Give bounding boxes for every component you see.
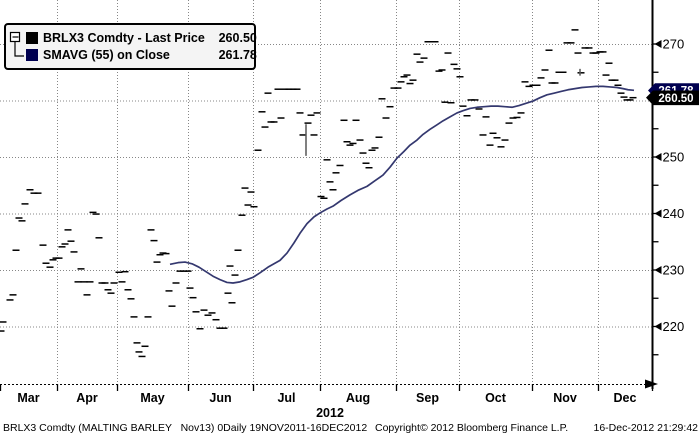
footer-copyright: Copyright© 2012 Bloomberg Finance L.P. (375, 422, 569, 434)
x-axis-month-label: Sep (416, 391, 439, 405)
legend-label: BRLX3 Comdty - Last Price (43, 31, 205, 45)
legend-row-smavg[interactable]: SMAVG (55) on Close 261.78 (26, 47, 257, 63)
y-axis-arrow-icon (654, 322, 662, 331)
y-axis-arrow-icon (654, 153, 662, 161)
legend-label: SMAVG (55) on Close (43, 48, 170, 62)
x-axis-month-label: May (140, 391, 164, 405)
footer-security-description: BRLX3 Comdty (MALTING BARLEY Nov13) 0Dai… (3, 422, 368, 434)
x-axis-month-label: Jul (277, 391, 295, 405)
x-axis-year-label: 2012 (316, 406, 344, 420)
smavg-swatch (26, 49, 38, 61)
x-axis-month-label: Aug (346, 391, 370, 405)
x-axis-month-label: Nov (553, 391, 577, 405)
x-axis-month-label: Jun (209, 391, 231, 405)
smavg-line (169, 85, 635, 284)
y-axis-label: 270 (663, 37, 685, 52)
footer-timestamp: 16-Dec-2012 21:29:42 (593, 422, 699, 434)
legend-row-last-price[interactable]: BRLX3 Comdty - Last Price 260.50 (26, 30, 257, 46)
last-price-badge (646, 90, 699, 106)
x-axis-month-label: Dec (614, 391, 637, 405)
x-axis-month-label: Mar (17, 391, 39, 405)
chart-legend[interactable]: BRLX3 Comdty - Last Price 260.50 SMAVG (… (4, 23, 257, 70)
x-axis-month-label: Oct (485, 391, 507, 405)
y-axis-arrow-icon (654, 40, 662, 48)
x-axis-month-label: Apr (76, 391, 98, 405)
y-axis-label: 220 (663, 319, 685, 334)
y-axis-label: 250 (663, 150, 685, 165)
y-axis-label: 230 (663, 263, 685, 278)
y-axis-arrow-icon (654, 266, 662, 274)
legend-value: 261.78 (218, 48, 257, 62)
y-axis-label: 240 (663, 206, 685, 221)
y-axis-arrow-icon (654, 209, 662, 218)
legend-tree-connector (9, 31, 24, 57)
x-axis-arrow-icon (645, 379, 658, 389)
tree-branch-line (14, 41, 24, 57)
last-price-swatch (26, 32, 38, 44)
legend-value: 260.50 (218, 31, 257, 45)
last-price-badge-text: 260.50 (658, 93, 693, 105)
